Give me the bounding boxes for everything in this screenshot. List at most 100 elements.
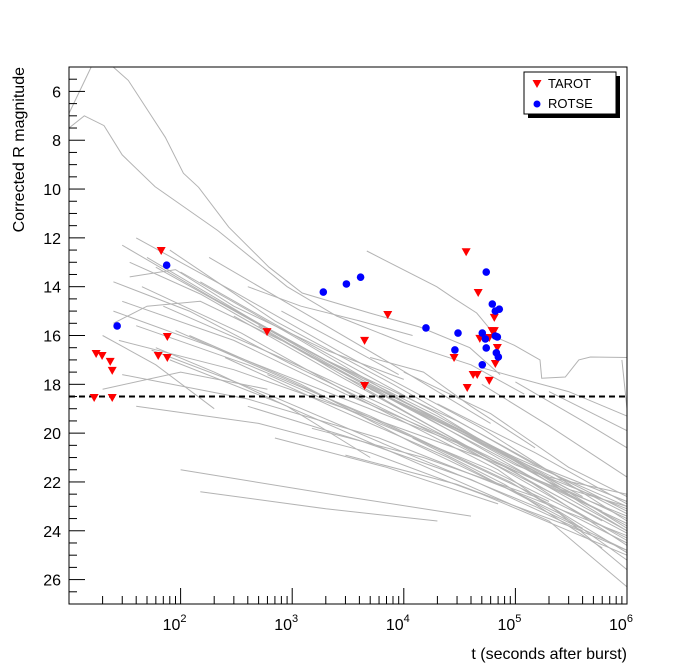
- tarot-point: [105, 357, 115, 366]
- tarot-point: [490, 360, 500, 369]
- light-curve: [169, 249, 628, 502]
- rotse-point: [478, 360, 487, 369]
- light-curve: [345, 454, 628, 551]
- light-curve: [68, 66, 92, 114]
- tarot-point: [162, 332, 172, 341]
- rotse-point: [113, 322, 121, 330]
- rotse-point: [488, 300, 497, 308]
- tarot-point: [475, 334, 485, 343]
- light-curve: [180, 271, 628, 520]
- tarot-point: [89, 393, 99, 402]
- light-curve: [208, 256, 491, 424]
- tarot-point: [492, 343, 502, 352]
- rotse-point: [162, 261, 171, 270]
- tarot-point: [462, 383, 472, 392]
- light-curve: [122, 300, 603, 512]
- rotse-point: [493, 333, 502, 341]
- data-markers: [89, 247, 504, 402]
- x-tick-exponent: 4: [404, 613, 410, 625]
- tarot-point: [472, 371, 482, 380]
- x-tick-base: 10: [274, 617, 292, 634]
- x-axis: 102 103 104 105 106: [68, 588, 633, 634]
- light-curve: [369, 388, 628, 515]
- x-tick-base: 10: [497, 617, 515, 634]
- x-tick-base: 10: [386, 617, 404, 634]
- light-curve: [102, 335, 215, 410]
- y-tick-label: 20: [43, 426, 61, 443]
- light-curve: [122, 374, 628, 537]
- x-tick-base: 10: [163, 617, 181, 634]
- light-curve: [548, 391, 628, 432]
- light-curve: [175, 330, 550, 502]
- rotse-point: [495, 305, 504, 313]
- x-axis-label: t (seconds after burst): [471, 646, 627, 663]
- light-curve: [258, 325, 628, 524]
- light-curve: [180, 469, 472, 517]
- light-curve: [481, 383, 628, 478]
- legend-box: [523, 71, 617, 115]
- tarot-point: [489, 313, 499, 322]
- tarot-point: [360, 382, 370, 391]
- tarot-point: [97, 352, 107, 361]
- tarot-point: [383, 310, 393, 319]
- light-curve: [403, 371, 628, 498]
- rotse-point: [494, 353, 503, 361]
- legend-tarot-marker: [532, 80, 542, 88]
- rotse-point: [482, 344, 491, 352]
- light-curve: [112, 66, 501, 375]
- light-curve: [515, 381, 628, 449]
- light-curve: [233, 315, 603, 522]
- rotse-point: [454, 329, 462, 337]
- light-curve: [129, 269, 404, 380]
- tarot-point: [262, 328, 272, 337]
- x-tick-label: 105: [497, 613, 521, 634]
- y-tick-label: 8: [52, 133, 61, 150]
- tarot-point: [360, 336, 370, 345]
- light-curve: [274, 437, 499, 505]
- tarot-point: [153, 352, 163, 361]
- y-tick-label: 26: [43, 573, 61, 590]
- x-tick-label: 102: [163, 613, 187, 634]
- light-curve: [169, 359, 628, 588]
- light-curve: [366, 250, 628, 379]
- y-tick-label: 24: [43, 524, 61, 541]
- tarot-point: [107, 366, 117, 375]
- x-tick-label: 106: [609, 613, 633, 634]
- x-tick-label: 103: [274, 613, 298, 634]
- light-curve: [113, 300, 282, 341]
- light-curve: [247, 405, 583, 532]
- y-tick-label: 6: [52, 84, 61, 101]
- y-tick-label: 12: [43, 231, 61, 248]
- x-tick-label: 104: [386, 613, 410, 634]
- light-curve: [189, 335, 628, 571]
- legend-tarot-label: TAROT: [548, 76, 591, 91]
- legend: TAROT ROTSE: [523, 71, 620, 118]
- light-curve: [281, 310, 399, 376]
- plot-frame: [68, 66, 628, 605]
- light-curve: [621, 359, 628, 409]
- rotse-point: [319, 288, 328, 296]
- tarot-point: [162, 353, 172, 362]
- tarot-point: [489, 327, 499, 336]
- light-curve: [136, 405, 628, 556]
- light-curves: [68, 66, 628, 588]
- tarot-point: [107, 393, 117, 402]
- x-tick-exponent: 5: [515, 613, 521, 625]
- tarot-point: [156, 247, 166, 256]
- y-tick-label: 22: [43, 475, 61, 492]
- x-tick-exponent: 2: [180, 613, 186, 625]
- y-tick-label: 10: [43, 182, 61, 199]
- light-curve: [224, 357, 583, 529]
- tarot-point: [473, 289, 483, 298]
- light-curve: [121, 244, 628, 512]
- light-curve: [163, 305, 628, 546]
- y-axis: 6 8 10 12 14 16 18 20 22 24 26: [43, 66, 85, 605]
- y-axis-label: Corrected R magnitude: [11, 67, 28, 233]
- light-curve: [267, 374, 628, 539]
- light-curve: [370, 357, 536, 449]
- light-curve: [479, 366, 628, 417]
- light-curve: [155, 347, 371, 458]
- light-curve: [135, 237, 628, 522]
- legend-rotse-label: ROTSE: [548, 96, 593, 111]
